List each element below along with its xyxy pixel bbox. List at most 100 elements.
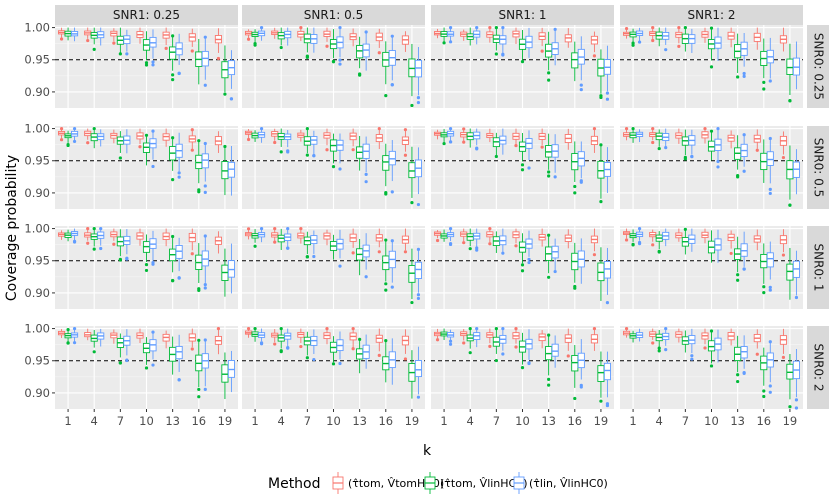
boxplot xyxy=(740,335,748,375)
boxplot xyxy=(564,128,572,150)
boxplot xyxy=(727,130,735,149)
boxplot xyxy=(375,328,383,357)
boxplot xyxy=(401,31,409,52)
outlier-point xyxy=(305,356,309,360)
facet-panel xyxy=(431,226,614,309)
boxplot xyxy=(779,27,787,52)
box xyxy=(382,155,390,171)
outlier-point xyxy=(651,126,655,131)
outlier-point xyxy=(651,38,655,43)
outlier-point xyxy=(286,246,290,250)
boxplot xyxy=(175,33,183,76)
outlier-point xyxy=(448,140,453,144)
boxplot xyxy=(71,126,79,144)
boxplot xyxy=(551,335,559,368)
outlier-point xyxy=(768,384,772,388)
outlier-point xyxy=(703,346,707,350)
boxplot xyxy=(162,330,170,349)
outlier-point xyxy=(164,46,168,50)
facet-panel xyxy=(55,25,238,108)
boxplot xyxy=(375,126,383,149)
y-tick-label: 0.90 xyxy=(24,186,50,200)
outlier-point xyxy=(527,260,531,265)
panels-layer xyxy=(55,25,803,410)
y-tick-label: 1.00 xyxy=(24,222,50,236)
outlier-point xyxy=(92,126,96,131)
boxplot xyxy=(329,29,338,64)
boxplot xyxy=(545,233,553,279)
outlier-point xyxy=(664,48,668,52)
outlier-point xyxy=(390,34,394,38)
outlier-point xyxy=(410,103,414,108)
boxplot xyxy=(362,30,370,71)
outlier-point xyxy=(768,340,772,344)
outlier-point xyxy=(448,40,453,44)
boxplot xyxy=(590,126,598,153)
boxplot xyxy=(440,129,448,146)
outlier-point xyxy=(742,169,746,173)
outlier-point xyxy=(514,143,518,148)
box xyxy=(766,151,774,166)
boxplot xyxy=(786,145,794,207)
boxplot xyxy=(675,128,683,144)
outlier-point xyxy=(547,78,551,82)
box xyxy=(766,252,774,268)
boxplot xyxy=(214,326,222,355)
x-tick-label: 10 xyxy=(515,414,530,428)
outlier-point xyxy=(118,361,122,365)
outlier-point xyxy=(762,80,766,84)
outlier-point xyxy=(403,357,408,361)
outlier-point xyxy=(573,184,577,189)
outlier-point xyxy=(637,226,642,231)
boxplot xyxy=(525,130,533,170)
outlier-point xyxy=(273,140,277,145)
boxplot xyxy=(97,226,105,251)
outlier-point xyxy=(72,239,77,243)
boxplot xyxy=(545,133,553,178)
boxplot xyxy=(323,326,331,345)
outlier-point xyxy=(72,341,77,345)
outlier-point xyxy=(605,91,610,95)
boxplot xyxy=(142,234,151,273)
boxplot xyxy=(623,26,631,39)
outlier-point xyxy=(66,341,70,345)
outlier-point xyxy=(637,40,642,44)
boxplot xyxy=(492,132,500,159)
boxplot xyxy=(258,25,266,41)
outlier-point xyxy=(631,43,635,47)
boxplot xyxy=(277,228,285,251)
box xyxy=(201,153,209,169)
boxplot xyxy=(356,238,364,276)
outlier-point xyxy=(338,167,342,171)
outlier-point xyxy=(203,234,207,238)
boxplot xyxy=(414,147,422,207)
col-strip-label: SNR1: 1 xyxy=(498,8,546,22)
boxplot xyxy=(525,27,533,58)
boxplot xyxy=(551,134,559,179)
outlier-point xyxy=(203,190,207,195)
boxplot xyxy=(792,149,800,195)
outlier-point xyxy=(171,78,175,82)
boxplot xyxy=(310,27,318,53)
facet-panel xyxy=(55,126,238,209)
boxplot xyxy=(545,31,553,82)
outlier-point xyxy=(177,175,181,179)
outlier-point xyxy=(72,139,77,144)
outlier-point xyxy=(435,238,440,243)
boxplot xyxy=(401,228,409,254)
boxplot xyxy=(149,129,157,169)
x-tick-label: 1 xyxy=(64,414,71,428)
boxplot xyxy=(525,230,533,265)
outlier-point xyxy=(144,133,149,137)
outlier-point xyxy=(794,398,799,402)
outlier-point xyxy=(416,202,421,207)
x-axis-title: k xyxy=(423,443,432,459)
outlier-point xyxy=(683,25,687,30)
boxplot xyxy=(362,334,370,369)
outlier-point xyxy=(442,41,446,45)
outlier-point xyxy=(338,264,342,268)
boxplot xyxy=(336,133,344,171)
boxplot xyxy=(251,29,259,47)
outlier-point xyxy=(144,268,149,273)
outlier-point xyxy=(527,257,531,261)
